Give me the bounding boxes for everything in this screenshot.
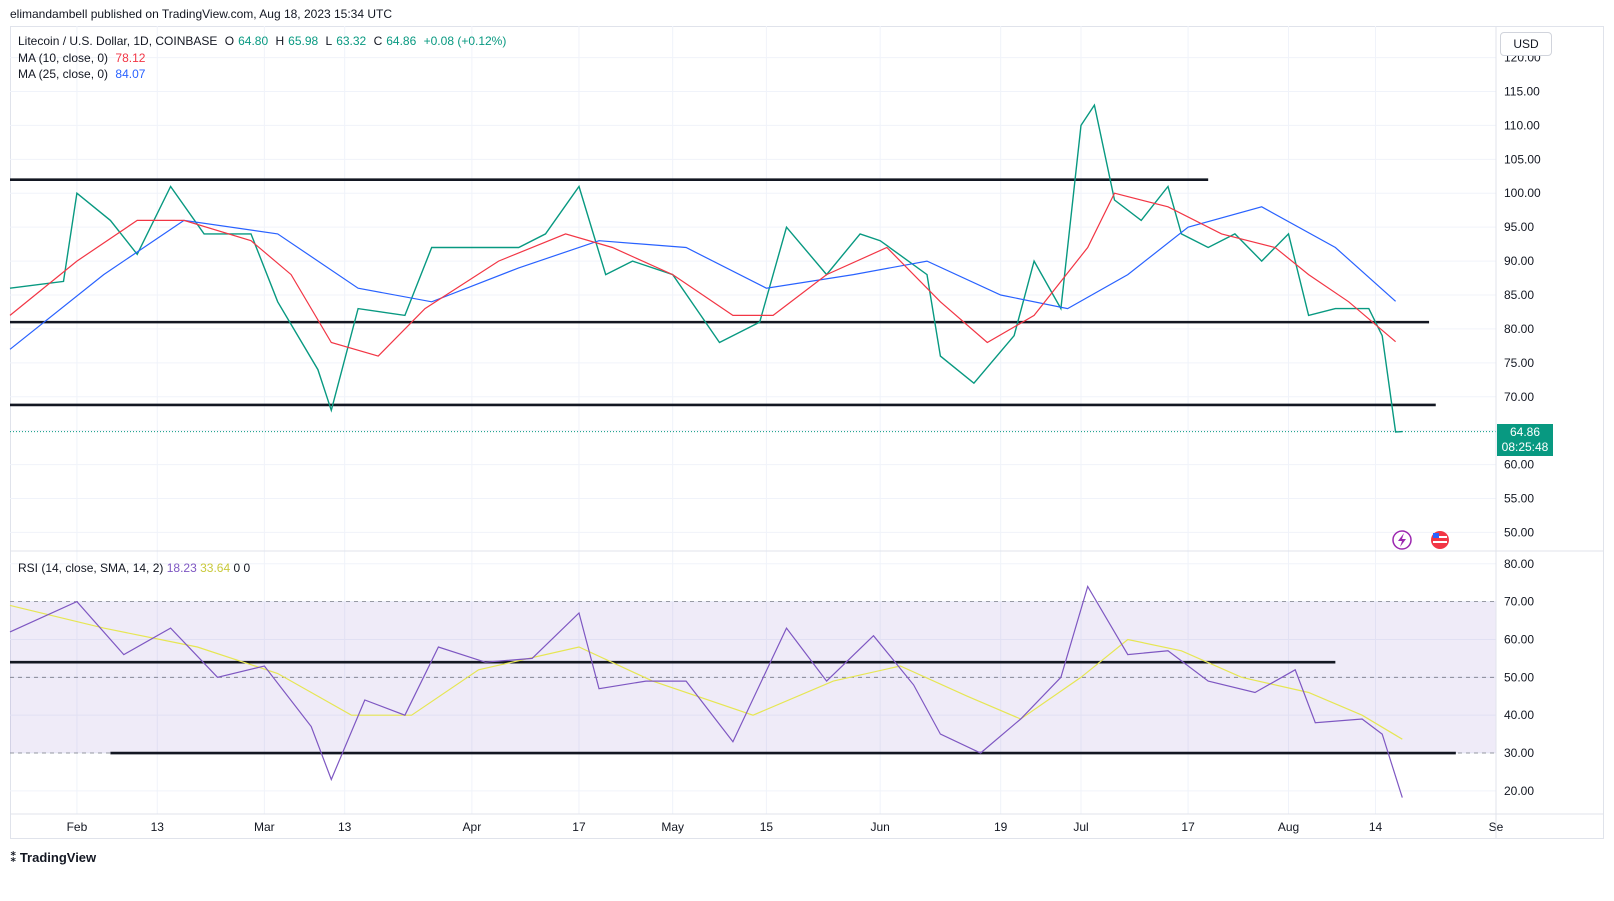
time-tick-label: 13 [338, 820, 352, 834]
grid [10, 26, 1497, 814]
brand-name: TradingView [19, 850, 97, 865]
chart-frame [10, 26, 1604, 839]
flag-icon[interactable] [1431, 531, 1449, 549]
rsi-band [10, 601, 1496, 754]
price-tick-label: 115.00 [1504, 84, 1540, 98]
time-tick-label: 14 [1369, 820, 1383, 834]
bar-countdown: 08:25:48 [1501, 440, 1549, 454]
main-legend: Litecoin / U.S. Dollar, 1D, COINBASE O 64… [18, 34, 510, 48]
rsi-sma-line [9, 604, 1403, 740]
time-tick-label: 17 [1181, 820, 1195, 834]
time-tick-label: 17 [572, 820, 586, 834]
price-axis: 120.00115.00110.00105.00100.0095.0090.00… [1504, 51, 1541, 540]
open-value: 64.80 [238, 34, 269, 48]
price-tick-label: 105.00 [1504, 152, 1541, 166]
price-tick-label: 80.00 [1504, 322, 1534, 336]
time-tick-label: 13 [151, 820, 165, 834]
ma25-legend: MA (25, close, 0) 84.07 [18, 67, 149, 81]
ma10-value: 78.12 [115, 51, 146, 65]
ma10-line [9, 192, 1396, 357]
rsi-axis: 80.00 70.00 60.00 50.00 40.00 30.00 20.00 [1504, 557, 1534, 798]
time-tick-label: Apr [463, 820, 482, 834]
time-tick-label: 15 [760, 820, 774, 834]
time-tick-label: Aug [1278, 820, 1299, 834]
rsi-tick-label: 70.00 [1504, 595, 1534, 609]
ma25-line [9, 206, 1396, 350]
price-tick-label: 95.00 [1504, 220, 1534, 234]
close-label: C [373, 34, 383, 48]
last-price-value: 64.86 [1509, 425, 1541, 439]
rsi-label: RSI (14, close, SMA, 14, 2) [18, 561, 164, 575]
rsi-legend: RSI (14, close, SMA, 14, 2) 18.23 33.64 … [18, 561, 250, 575]
close-value: 64.86 [386, 34, 417, 48]
price-tick-label: 110.00 [1504, 118, 1540, 132]
price-tick-label: 70.00 [1504, 390, 1534, 404]
time-tick-label: May [661, 820, 684, 834]
low-label: L [325, 34, 333, 48]
symbol-label: Litecoin / U.S. Dollar, 1D, COINBASE [18, 34, 218, 48]
time-tick-label: Mar [254, 820, 275, 834]
rsi-tick-label: 40.00 [1504, 708, 1534, 722]
support-resistance-lines [10, 178, 1456, 755]
price-tick-label: 90.00 [1504, 254, 1534, 268]
time-tick-label: Jun [871, 820, 890, 834]
time-tick-label: 19 [994, 820, 1008, 834]
rsi-value: 18.23 [166, 561, 197, 575]
currency-button[interactable]: USD [1500, 32, 1552, 56]
time-tick-label: Jul [1073, 820, 1088, 834]
price-tick-label: 75.00 [1504, 356, 1534, 370]
rsi-tick-label: 60.00 [1504, 632, 1534, 646]
rsi-tick-label: 30.00 [1504, 746, 1534, 760]
ma10-legend: MA (10, close, 0) 78.12 [18, 51, 149, 65]
rsi-tick-label: 50.00 [1504, 670, 1534, 684]
price-close-line [9, 103, 1403, 433]
price-tick-label: 55.00 [1504, 492, 1534, 506]
price-tick-label: 100.00 [1504, 186, 1541, 200]
last-price-badge: 64.86 08:25:48 [1497, 424, 1553, 456]
high-value: 65.98 [288, 34, 319, 48]
time-tick-label: Feb [67, 820, 88, 834]
low-value: 63.32 [336, 34, 367, 48]
time-axis: Feb 13 Mar 13 Apr 17 May 15 Jun 19 Jul 17 Aug 14 Se [67, 820, 1504, 834]
change-value: +0.08 (+0.12%) [423, 34, 507, 48]
price-tick-label: 85.00 [1504, 288, 1534, 302]
open-label: O [224, 34, 235, 48]
rsi-tick-label: 20.00 [1504, 784, 1534, 798]
tradingview-logo[interactable]: ⁑ TradingView [10, 850, 96, 866]
ma10-label: MA (10, close, 0) [18, 51, 109, 65]
lightning-icon[interactable] [1392, 530, 1412, 550]
price-tick-label: 60.00 [1504, 458, 1534, 472]
high-label: H [275, 34, 285, 48]
ma25-label: MA (25, close, 0) [18, 67, 109, 81]
ma25-value: 84.07 [115, 67, 146, 81]
rsi-tick-label: 80.00 [1504, 557, 1534, 571]
tv-logo-icon: ⁑ [10, 851, 17, 866]
rsi-line [9, 585, 1403, 798]
rsi-extra-2: 0 [243, 561, 251, 575]
published-line: elimandambell published on TradingView.c… [10, 7, 393, 21]
rsi-extra-1: 0 [233, 561, 241, 575]
price-tick-label: 50.00 [1504, 525, 1534, 539]
rsi-sma-value: 33.64 [200, 561, 231, 575]
